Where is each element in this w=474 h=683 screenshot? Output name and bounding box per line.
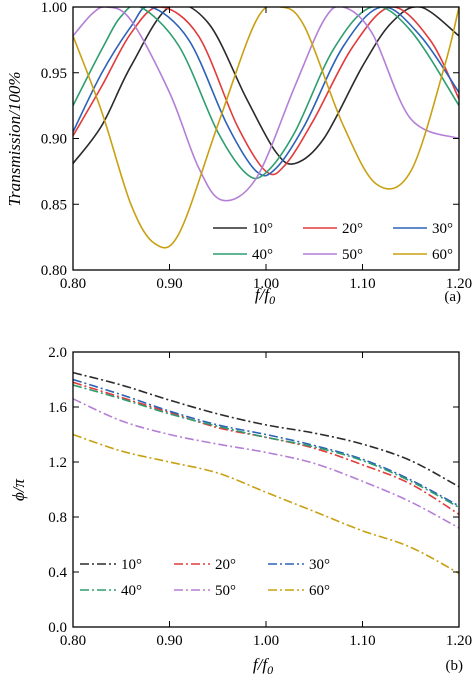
legend-label: 30°: [309, 557, 330, 573]
legend-label: 10°: [121, 557, 142, 573]
chart-panel-b: 0.80 0.90 1.00 1.10 1.20 0.0 0.4 0.8 1.2 1.6 2.0 1…: [9, 345, 472, 677]
series-line-b-6: [73, 433, 459, 575]
series-line-a-4: [73, 7, 459, 180]
series-line-b-2: [73, 381, 459, 515]
series-line-a-1: [73, 7, 459, 165]
y-tick-label: 0.8: [48, 510, 67, 526]
y-tick-label: 0.4: [48, 565, 67, 581]
x-axis-label-b: f/f0: [253, 655, 273, 677]
x-tick-label: 1.20: [446, 633, 472, 649]
x-tick-label: 0.90: [156, 633, 182, 649]
y-tick-label: 1.6: [48, 400, 67, 416]
legend-label: 10°: [252, 221, 273, 237]
legend-label: 60°: [432, 247, 453, 263]
series-line-a-2: [73, 7, 459, 176]
legend-label: 50°: [342, 247, 363, 263]
series-line-b-4: [73, 384, 459, 509]
y-tick-label: 1.00: [41, 0, 67, 16]
series-layer-b: [73, 371, 459, 575]
series-line-a-3: [73, 7, 459, 177]
panel-label-a: (a): [444, 289, 461, 305]
chart-panel-a: 0.80 0.90 1.00 1.10 1.20 0.80 0.85 0.90 0.95 1.00…: [5, 0, 472, 307]
x-tick-label: 1.10: [349, 633, 375, 649]
x-tick-label: 0.80: [60, 276, 86, 292]
legend-label: 30°: [432, 221, 453, 237]
x-axis-label-a: f/f0: [255, 285, 275, 307]
x-tick-label: 1.00: [253, 633, 279, 649]
series-line-b-1: [73, 371, 459, 488]
legend-a: 10° 20° 30° 40° 50° 60°: [213, 221, 453, 263]
series-layer-a: [73, 7, 459, 249]
y-tick-label: 1.2: [48, 455, 67, 471]
y-tick-label: 0.85: [41, 197, 67, 213]
x-tick-label: 0.80: [60, 633, 86, 649]
series-line-b-5: [73, 398, 459, 529]
y-tick-label: 0.90: [41, 132, 67, 148]
y-axis-label-a: Transmission/100%: [5, 71, 24, 206]
series-line-a-6: [73, 7, 459, 249]
series-line-b-3: [73, 378, 459, 507]
tick-marks-b: 0.80 0.90 1.00 1.10 1.20 0.0 0.4 0.8 1.2 1.6 2.0: [48, 345, 472, 649]
legend-label: 50°: [215, 583, 236, 599]
y-tick-label: 0.95: [41, 66, 67, 82]
x-tick-label: 1.20: [446, 276, 472, 292]
x-tick-label: 1.00: [253, 276, 279, 292]
panel-label-b: (b): [446, 658, 464, 674]
legend-label: 60°: [309, 583, 330, 599]
y-tick-label: 2.0: [48, 345, 67, 361]
legend-label: 40°: [252, 247, 273, 263]
legend-label: 40°: [121, 583, 142, 599]
tick-marks-a: 0.80 0.90 1.00 1.10 1.20 0.80 0.85 0.90 0.95 1.00: [41, 0, 472, 292]
legend-b: 10° 20° 30° 40° 50° 60°: [80, 557, 330, 599]
y-axis-label-b: ϕ/π: [9, 479, 28, 502]
y-tick-label: 0.80: [41, 263, 67, 279]
legend-label: 20°: [342, 221, 363, 237]
x-tick-label: 1.10: [349, 276, 375, 292]
legend-label: 20°: [215, 557, 236, 573]
y-tick-label: 0.0: [48, 620, 67, 636]
x-tick-label: 0.90: [156, 276, 182, 292]
